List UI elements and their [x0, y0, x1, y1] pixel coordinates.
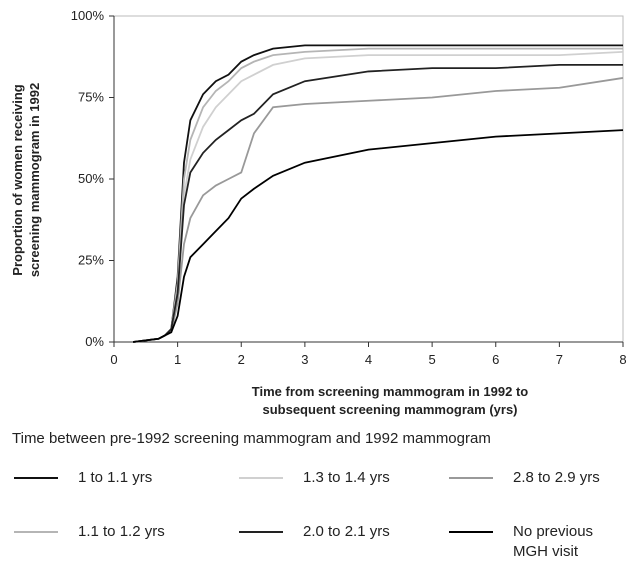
legend-entry: 1.1 to 1.2 yrs: [14, 522, 239, 562]
y-tick-label: 25%: [78, 253, 104, 268]
legend-swatch: [449, 531, 493, 533]
legend-entry: 1 to 1.1 yrs: [14, 468, 239, 488]
x-tick-label: 6: [492, 352, 499, 367]
legend-swatch: [14, 531, 58, 533]
y-tick-label: 100%: [71, 8, 105, 23]
series-line: [132, 64, 623, 343]
series-line: [132, 50, 624, 343]
legend-entry: 2.8 to 2.9 yrs: [449, 468, 627, 488]
legend-swatch: [239, 477, 283, 479]
legend-label: No previous MGH visit: [513, 523, 594, 560]
x-tick-label: 3: [301, 352, 308, 367]
legend-label: 2.8 to 2.9 yrs: [513, 469, 600, 486]
x-tick-label: 1: [174, 352, 181, 367]
x-tick-label: 4: [365, 352, 372, 367]
legend-title: Time between pre-1992 screening mammogra…: [12, 430, 491, 447]
legend: 1 to 1.1 yrs 1.3 to 1.4 yrs 2.8 to 2.9 yrs…: [14, 468, 627, 562]
legend-label: 1.3 to 1.4 yrs: [303, 469, 390, 486]
x-tick-label: 2: [238, 352, 245, 367]
legend-swatch: [449, 477, 493, 479]
legend-label: 1.1 to 1.2 yrs: [78, 523, 165, 540]
x-tick-label: 5: [429, 352, 436, 367]
legend-swatch: [14, 477, 58, 479]
y-tick-label: 0%: [85, 334, 104, 349]
x-tick-label: 7: [556, 352, 563, 367]
legend-swatch: [239, 531, 283, 533]
legend-label: 2.0 to 2.1 yrs: [303, 523, 390, 540]
legend-entry: 2.0 to 2.1 yrs: [239, 522, 449, 562]
x-axis-title: subsequent screening mammogram (yrs): [262, 402, 517, 417]
y-tick-label: 75%: [78, 90, 104, 105]
y-axis-title: Proportion of women receiving: [10, 84, 25, 275]
legend-entry: No previous MGH visit: [449, 522, 627, 562]
series-line: [132, 77, 624, 343]
x-axis-title: Time from screening mammogram in 1992 to: [252, 384, 529, 399]
series-line: [132, 129, 624, 343]
y-axis-title: screening mammogram in 1992: [27, 83, 42, 277]
chart: Proportion of women receiving screening …: [10, 8, 627, 417]
legend-entry: 1.3 to 1.4 yrs: [239, 468, 449, 488]
series-line: [132, 47, 623, 343]
x-tick-label: 0: [110, 352, 117, 367]
x-tick-label: 8: [619, 352, 626, 367]
legend-label: 1 to 1.1 yrs: [78, 469, 153, 486]
y-tick-label: 50%: [78, 171, 104, 186]
